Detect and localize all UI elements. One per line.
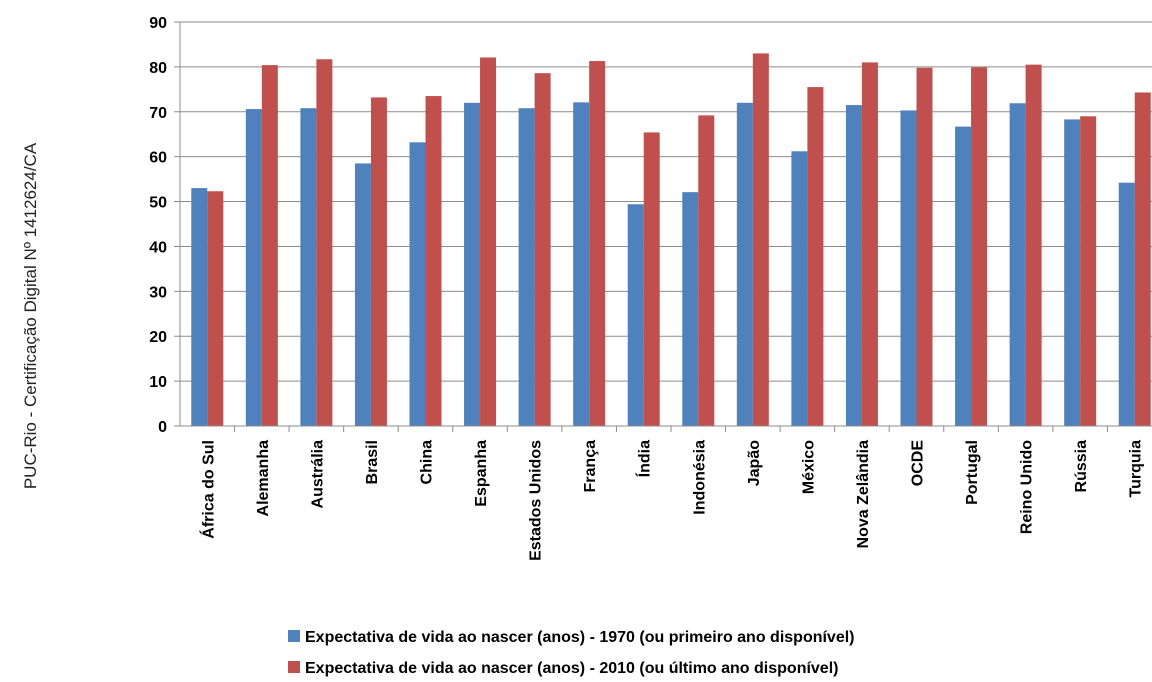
bar-2010 xyxy=(207,191,224,426)
x-tick-label: Rússia xyxy=(1073,440,1090,493)
x-axis-ticks: África do Sul Alemanha Austrália Brasil Chin… xyxy=(198,440,1144,561)
bar-2010 xyxy=(425,96,442,427)
bar-2010 xyxy=(971,67,988,427)
y-tick-label: 70 xyxy=(149,105,167,122)
y-tick-label: 40 xyxy=(149,239,167,256)
y-tick-label: 30 xyxy=(149,284,167,301)
bar-2010 xyxy=(807,87,824,426)
x-tick-label: África do Sul xyxy=(198,440,217,539)
bar-1970 xyxy=(1064,119,1081,427)
bar-1970 xyxy=(900,110,917,426)
bar-2010 xyxy=(1134,92,1151,426)
x-tick-label: Turquia xyxy=(1128,440,1145,498)
x-tick-label: França xyxy=(582,440,599,493)
side-note: PUC-Rio - Certificação Digital Nº 141262… xyxy=(21,142,40,489)
bar-2010 xyxy=(752,53,769,427)
bar-1970 xyxy=(736,102,753,427)
bar-1970 xyxy=(409,142,426,426)
x-tick-label: México xyxy=(800,440,817,494)
bar-2010 xyxy=(1080,116,1097,427)
bar-2010 xyxy=(480,57,497,427)
x-tick-label: Espanha xyxy=(473,440,490,507)
bar-1970 xyxy=(245,109,262,426)
y-tick-label: 20 xyxy=(149,329,167,346)
x-tick-label: Nova Zelândia xyxy=(855,440,872,549)
bar-2010 xyxy=(316,59,333,426)
x-tick-label: Estados Unidos xyxy=(528,440,545,561)
y-tick-label: 10 xyxy=(149,374,167,391)
x-tick-label: China xyxy=(419,440,436,485)
x-tick-label: Alemanha xyxy=(255,440,272,517)
bar-1970 xyxy=(627,204,644,426)
bar-1970 xyxy=(791,151,808,426)
bar-2010 xyxy=(916,67,933,426)
legend-label: Expectativa de vida ao nascer (anos) - 2… xyxy=(305,660,838,677)
axes xyxy=(174,21,1152,432)
bar-2010 xyxy=(698,115,715,426)
y-axis-ticks: 0 10 20 30 40 50 60 70 80 90 xyxy=(149,15,167,436)
x-tick-label: Indonésia xyxy=(691,440,708,515)
y-tick-label: 0 xyxy=(158,419,167,436)
bar-2010 xyxy=(861,62,878,427)
bar-2010 xyxy=(1025,64,1042,427)
bars xyxy=(191,53,1151,427)
bar-1970 xyxy=(1009,103,1026,426)
legend-swatch xyxy=(288,661,300,673)
bar-2010 xyxy=(589,61,606,426)
gridlines xyxy=(180,21,1152,382)
bar-1970 xyxy=(682,192,699,426)
x-tick-label: Índia xyxy=(635,440,654,477)
bar-2010 xyxy=(534,73,551,426)
legend: Expectativa de vida ao nascer (anos) - 1… xyxy=(288,629,855,677)
bar-2010 xyxy=(643,132,660,426)
bar-1970 xyxy=(955,126,972,426)
bar-1970 xyxy=(1118,182,1135,426)
y-tick-label: 60 xyxy=(149,150,167,167)
x-tick-label: Brasil xyxy=(364,440,381,484)
bar-1970 xyxy=(354,163,371,426)
y-tick-label: 90 xyxy=(149,15,167,32)
legend-label: Expectativa de vida ao nascer (anos) - 1… xyxy=(305,629,855,646)
x-tick-label: Portugal xyxy=(964,440,981,505)
x-tick-label: Japão xyxy=(746,440,763,486)
bar-1970 xyxy=(845,105,862,427)
bar-1970 xyxy=(518,108,535,426)
bar-1970 xyxy=(300,108,317,426)
bar-2010 xyxy=(370,97,387,426)
y-tick-label: 80 xyxy=(149,60,167,77)
bar-2010 xyxy=(261,65,278,427)
y-tick-label: 50 xyxy=(149,195,167,212)
legend-swatch xyxy=(288,630,300,642)
bar-1970 xyxy=(191,188,208,426)
x-tick-label: OCDE xyxy=(910,440,927,487)
bar-1970 xyxy=(573,102,590,427)
x-tick-label: Reino Unido xyxy=(1019,440,1036,534)
x-tick-label: Austrália xyxy=(309,440,326,509)
bar-1970 xyxy=(464,102,481,427)
